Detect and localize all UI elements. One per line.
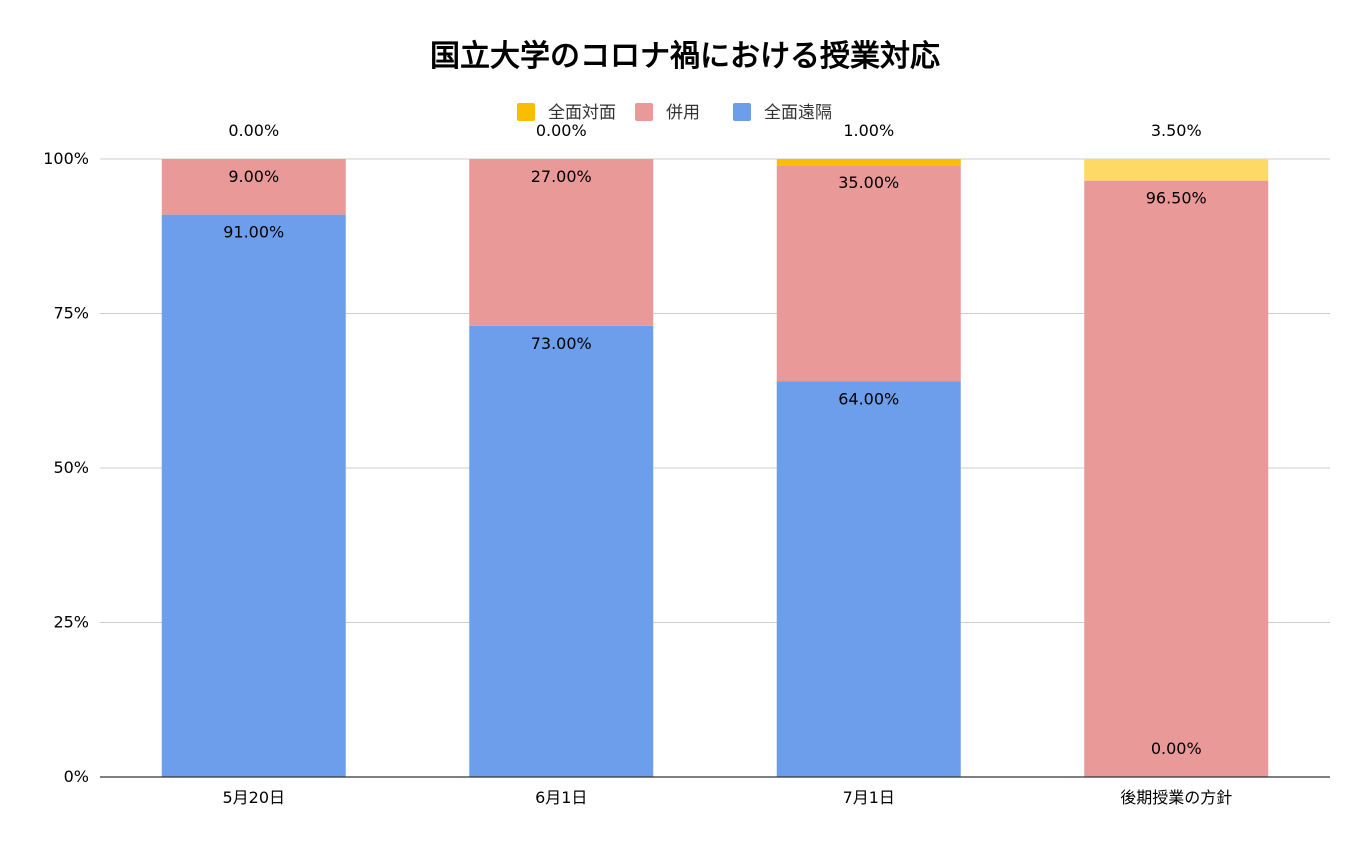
data-label-2-0: 0.00% <box>228 121 279 140</box>
y-tick-label: 100% <box>43 149 89 168</box>
legend: 全面対面 併用 全面遠隔 <box>517 103 832 123</box>
y-axis: 0% 25% 50% 75% 100% <box>43 149 89 786</box>
legend-swatch <box>733 103 751 121</box>
bar-segment-0-2 <box>776 381 961 777</box>
chart-title: 国立大学のコロナ禍における授業対応 <box>430 39 940 74</box>
bar-segment-1-2 <box>776 165 961 382</box>
data-label-1-2: 35.00% <box>838 173 899 192</box>
legend-label: 併用 <box>666 103 700 123</box>
data-label-0-3: 0.00% <box>1151 739 1202 758</box>
data-label-0-1: 73.00% <box>531 334 592 353</box>
bars <box>161 159 1269 777</box>
x-tick-label: 6月1日 <box>535 788 587 807</box>
y-tick-label: 50% <box>53 458 89 477</box>
x-tick-label: 後期授業の方針 <box>1120 788 1232 807</box>
data-label-0-2: 64.00% <box>838 389 899 408</box>
bar-segment-1-3 <box>1084 180 1269 777</box>
legend-label: 全面遠隔 <box>764 103 832 123</box>
bar-segment-2-3 <box>1084 159 1269 181</box>
y-tick-label: 25% <box>53 613 89 632</box>
bar-segment-1-0 <box>161 159 346 215</box>
data-label-1-1: 27.00% <box>531 167 592 186</box>
y-tick-label: 0% <box>64 767 89 786</box>
legend-label: 全面対面 <box>548 103 616 123</box>
data-label-2-1: 0.00% <box>536 121 587 140</box>
x-tick-label: 5月20日 <box>222 788 285 807</box>
bar-segment-2-2 <box>776 159 961 166</box>
y-tick-label: 75% <box>53 304 89 323</box>
data-label-0-0: 91.00% <box>223 223 284 242</box>
bar-segment-1-1 <box>469 159 654 326</box>
bar-segment-0-1 <box>469 325 654 777</box>
x-tick-label: 7月1日 <box>843 788 895 807</box>
data-label-1-0: 9.00% <box>228 167 279 186</box>
bar-segment-0-0 <box>161 214 346 777</box>
data-label-2-2: 1.00% <box>843 121 894 140</box>
x-axis: 5月20日 6月1日 7月1日 後期授業の方針 <box>100 776 1330 807</box>
legend-swatch <box>635 103 653 121</box>
legend-swatch <box>517 103 535 121</box>
data-label-1-3: 96.50% <box>1146 189 1207 208</box>
data-label-2-3: 3.50% <box>1151 121 1202 140</box>
data-labels: 91.00% 9.00% 0.00% 73.00% 27.00% 0.00% 64.00% 3… <box>223 121 1207 758</box>
